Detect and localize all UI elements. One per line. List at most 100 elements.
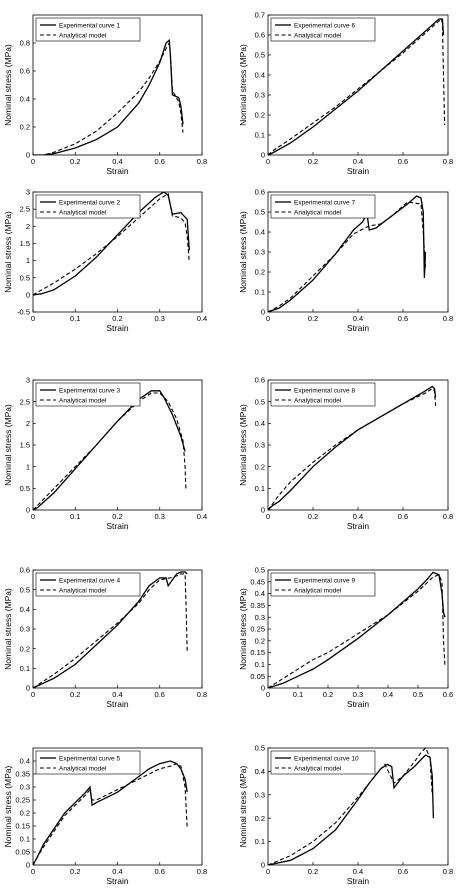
y-tick-label: 0 bbox=[26, 506, 30, 515]
analytical-model-line bbox=[33, 392, 187, 510]
y-tick-label: 0.4 bbox=[255, 419, 265, 428]
y-tick-label: 0.3 bbox=[20, 625, 30, 634]
y-tick-label: 0.3 bbox=[255, 790, 265, 799]
y-axis-label: Nominal stress (MPa) bbox=[238, 404, 248, 486]
y-tick-label: 2.5 bbox=[20, 397, 30, 406]
x-tick-label: 0.1 bbox=[70, 314, 80, 323]
x-axis-label: Strain bbox=[347, 521, 369, 531]
x-axis-label: Strain bbox=[347, 876, 369, 886]
y-tick-label: 0 bbox=[261, 151, 265, 160]
x-axis-label: Strain bbox=[347, 166, 369, 176]
y-axis-label: Nominal stress (MPa) bbox=[3, 588, 13, 670]
x-tick-label: 0.6 bbox=[155, 690, 165, 699]
legend-box bbox=[35, 17, 141, 42]
x-tick-label: 0.4 bbox=[197, 314, 207, 323]
x-tick-label: 0 bbox=[266, 314, 270, 323]
chart-panel-3: 0 0.1 0.2 0.3 0.4-0.500.511.522.53StrainNomi… bbox=[3, 188, 207, 333]
chart-panel-1: 0 0.2 0.4 0.6 0.8 0 0.2 0.4 0.6 0.8 Strain Nominal … bbox=[3, 14, 207, 176]
y-tick-label: 0.3 bbox=[255, 91, 265, 100]
chart-panel-5: 0 0.1 0.2 0.3 0.4 0 0.5 1 1.5 2 2.5 3 Strain Nominal … bbox=[3, 376, 207, 531]
legend-entry: Experimental curve 8 bbox=[294, 387, 355, 394]
y-tick-label: 0 bbox=[261, 861, 265, 870]
x-tick-label: 0.4 bbox=[112, 690, 122, 699]
legend-box bbox=[35, 382, 141, 407]
experimental-curve-line bbox=[33, 192, 190, 296]
x-tick-label: 0 bbox=[31, 867, 35, 876]
x-tick-label: 0.2 bbox=[308, 867, 318, 876]
y-tick-label: 0 bbox=[261, 684, 265, 693]
y-tick-label: 0 bbox=[26, 151, 30, 160]
x-tick-label: 0.4 bbox=[353, 512, 363, 521]
y-tick-label: 0.4 bbox=[255, 71, 265, 80]
y-tick-label: 0.2 bbox=[255, 111, 265, 120]
y-tick-label: 0.25 bbox=[250, 625, 265, 634]
x-tick-label: 0.8 bbox=[197, 157, 207, 166]
y-tick-label: 0.5 bbox=[20, 273, 30, 282]
y-tick-label: 0.5 bbox=[20, 585, 30, 594]
y-tick-label: 0.1 bbox=[20, 835, 30, 844]
y-tick-label: 0.4 bbox=[20, 757, 30, 766]
y-tick-label: 0.4 bbox=[255, 767, 265, 776]
x-tick-label: 0.6 bbox=[398, 867, 408, 876]
y-tick-label: 0.5 bbox=[255, 566, 265, 575]
x-tick-label: 0.8 bbox=[443, 314, 453, 323]
legend-entry: Analytical model bbox=[294, 397, 342, 404]
legend-entry: Experimental curve 10 bbox=[294, 755, 359, 762]
y-tick-label: 3 bbox=[26, 376, 30, 385]
x-tick-label: 0.4 bbox=[353, 314, 363, 323]
y-tick-label: 0.1 bbox=[20, 664, 30, 673]
legend-entry: Analytical model bbox=[294, 587, 342, 594]
y-tick-label: 0.6 bbox=[255, 31, 265, 40]
y-tick-label: 0.15 bbox=[250, 648, 265, 657]
x-axis-label: Strain bbox=[106, 323, 128, 333]
legend-entry: Experimental curve 7 bbox=[294, 199, 355, 206]
legend-box bbox=[35, 194, 141, 219]
x-tick-label: 0.4 bbox=[353, 157, 363, 166]
x-tick-label: 0.6 bbox=[398, 314, 408, 323]
experimental-curve-line bbox=[268, 385, 437, 510]
y-tick-label: 0.3 bbox=[20, 783, 30, 792]
y-tick-label: 0.2 bbox=[255, 636, 265, 645]
x-tick-label: 0.8 bbox=[443, 512, 453, 521]
y-tick-label: 0.5 bbox=[20, 484, 30, 493]
y-tick-label: 0.1 bbox=[255, 837, 265, 846]
legend-entry: Analytical model bbox=[59, 397, 107, 404]
x-tick-label: 0.5 bbox=[413, 690, 423, 699]
x-tick-label: 0.2 bbox=[308, 157, 318, 166]
x-axis-label: Strain bbox=[347, 699, 369, 709]
experimental-curve-line bbox=[268, 195, 427, 312]
x-tick-label: 0.4 bbox=[353, 867, 363, 876]
y-tick-label: 0.4 bbox=[20, 95, 30, 104]
x-axis-label: Strain bbox=[106, 876, 128, 886]
chart-panel-9: 0 0.2 0.4 0.6 0.8 0 0.05 0.1 0.15 0.2 0.25 0.3 0.35 0… bbox=[3, 747, 207, 886]
x-tick-label: 0.2 bbox=[70, 690, 80, 699]
analytical-model-line bbox=[33, 41, 184, 155]
legend-entry: Experimental curve 1 bbox=[59, 22, 120, 29]
y-axis-label: Nominal stress (MPa) bbox=[3, 211, 13, 293]
y-tick-label: 0 bbox=[26, 861, 30, 870]
analytical-model-line bbox=[33, 192, 190, 296]
x-tick-label: 0.1 bbox=[293, 690, 303, 699]
y-tick-label: 0 bbox=[26, 684, 30, 693]
x-tick-label: 0.2 bbox=[70, 867, 80, 876]
y-axis-label: Nominal stress (MPa) bbox=[238, 44, 248, 126]
x-tick-label: 0 bbox=[31, 157, 35, 166]
x-tick-label: 0.3 bbox=[155, 512, 165, 521]
x-tick-label: 0.2 bbox=[112, 314, 122, 323]
x-tick-label: 0.2 bbox=[308, 512, 318, 521]
y-axis-label: Nominal stress (MPa) bbox=[238, 765, 248, 847]
y-tick-label: 2 bbox=[26, 419, 30, 428]
y-tick-label: 0 bbox=[26, 290, 30, 299]
y-axis-label: Nominal stress (MPa) bbox=[3, 404, 13, 486]
y-tick-label: 0 bbox=[261, 506, 265, 515]
chart-panel-7: 0 0.2 0.4 0.6 0.8 0 0.1 0.2 0.3 0.4 0.5 0.6 Strain No… bbox=[3, 566, 207, 709]
y-tick-label: 1.5 bbox=[20, 239, 30, 248]
chart-panel-10: 0 0.2 0.4 0.6 0.8 0 0.1 0.2 0.3 0.4 0.5 Strain Nomin… bbox=[238, 744, 453, 886]
x-tick-label: 0 bbox=[31, 512, 35, 521]
legend-entry: Experimental curve 4 bbox=[59, 577, 120, 584]
y-tick-label: 0.25 bbox=[15, 796, 30, 805]
x-tick-label: 0.8 bbox=[197, 867, 207, 876]
analytical-model-line bbox=[268, 18, 446, 155]
legend-box bbox=[35, 572, 141, 597]
